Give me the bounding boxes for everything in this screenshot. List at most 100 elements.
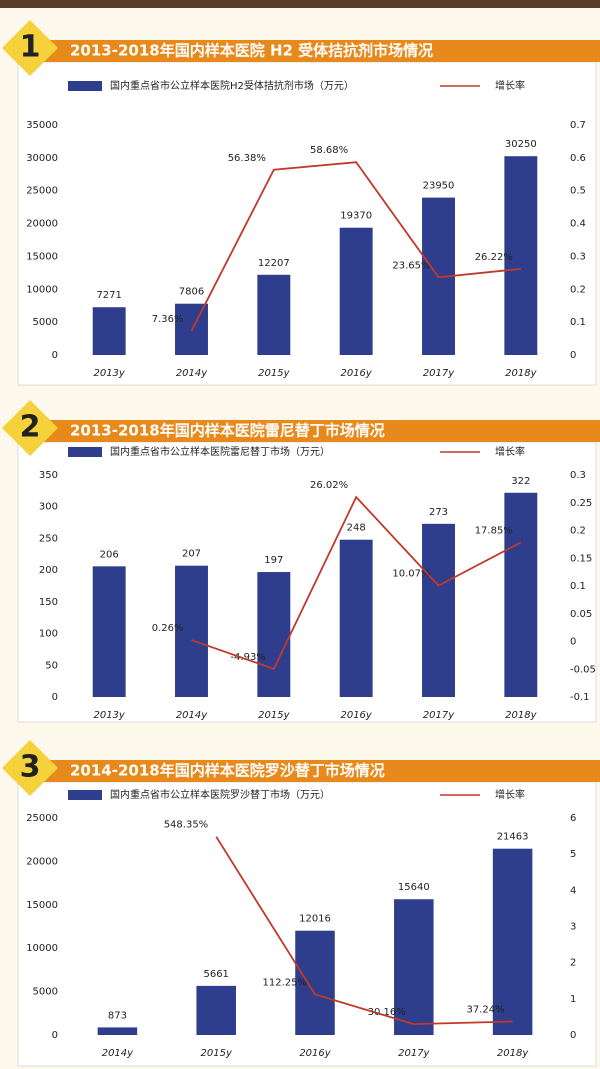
y-tick-label: 100 [39, 629, 58, 640]
header-band [20, 420, 600, 442]
line-value-label: 58.68% [310, 145, 348, 156]
bar [504, 156, 538, 355]
y-tick-label: 10000 [26, 284, 58, 295]
x-tick-label: 2014y [176, 368, 208, 379]
y-tick-label: 20000 [26, 219, 58, 230]
x-tick-label: 2017y [423, 710, 455, 721]
legend-swatch [68, 81, 102, 91]
y-tick-label: 250 [39, 533, 58, 544]
line-value-label: 37.24% [466, 1005, 504, 1016]
y-tick-label: 0 [52, 692, 58, 703]
line-value-label: 23.65% [392, 260, 430, 271]
y-tick-label: 0 [52, 350, 58, 361]
line-value-label: 17.85% [475, 525, 513, 536]
x-tick-label: 2016y [299, 1048, 331, 1059]
y2-tick-label: -0.1 [570, 692, 590, 703]
bar-value-label: 12016 [299, 914, 331, 925]
line-value-label: 0.26% [152, 623, 184, 634]
y2-tick-label: 4 [570, 885, 576, 896]
y2-tick-label: 0.2 [570, 284, 586, 295]
x-tick-label: 2013y [93, 710, 125, 721]
x-tick-label: 2016y [340, 710, 372, 721]
y-tick-label: 5000 [33, 317, 58, 328]
y2-tick-label: 0.5 [570, 186, 586, 197]
bar-value-label: 23950 [423, 181, 455, 192]
y2-tick-label: 0.15 [570, 553, 592, 564]
y2-tick-label: 0.1 [570, 581, 586, 592]
y-tick-label: 20000 [26, 856, 58, 867]
x-tick-label: 2018y [497, 1048, 529, 1059]
line-value-label: 26.22% [475, 252, 513, 263]
bar-value-label: 5661 [203, 969, 228, 980]
badge-shape [2, 400, 58, 456]
growth-line [191, 495, 522, 670]
line-value-label: 548.35% [164, 820, 209, 831]
x-tick-label: 2015y [258, 368, 290, 379]
badge-shape [2, 20, 58, 76]
badge: 1 [20, 30, 41, 65]
x-tick-label: 2014y [102, 1048, 134, 1059]
chart-title: 2013-2018年国内样本医院雷尼替丁市场情况 [70, 422, 385, 440]
bar-value-label: 19370 [340, 211, 372, 222]
legend-swatch [68, 790, 102, 800]
y-tick-label: 0 [52, 1030, 58, 1041]
bar-value-label: 12207 [258, 258, 290, 269]
y-tick-label: 200 [39, 565, 58, 576]
y2-tick-label: -0.05 [570, 664, 596, 675]
y-tick-label: 25000 [26, 813, 58, 824]
y-tick-label: 25000 [26, 186, 58, 197]
x-tick-label: 2015y [201, 1048, 233, 1059]
badge: 3 [20, 750, 41, 785]
y-tick-label: 30000 [26, 153, 58, 164]
legend-label: 增长率 [495, 788, 525, 801]
line-value-label: 112.25% [263, 977, 308, 988]
bar [339, 539, 373, 697]
bar [92, 566, 126, 697]
y2-tick-label: 0.7 [570, 120, 586, 131]
bar-value-label: 21463 [497, 832, 529, 843]
y2-tick-label: 0.05 [570, 609, 592, 620]
bar [92, 307, 126, 355]
growth-line [190, 161, 521, 332]
bar [257, 274, 291, 355]
bar-value-label: 207 [182, 549, 201, 560]
bar [257, 572, 291, 697]
bar [422, 523, 455, 697]
top-strip [0, 0, 600, 8]
y2-tick-label: 0 [570, 1030, 576, 1041]
bar-value-label: 30250 [505, 139, 537, 150]
y-tick-label: 300 [39, 502, 58, 513]
x-tick-label: 2017y [398, 1048, 430, 1059]
y2-tick-label: 0 [570, 350, 576, 361]
header-band [20, 760, 600, 782]
bar [504, 492, 538, 697]
y2-tick-label: 0.2 [570, 526, 586, 537]
y2-tick-label: 0.3 [570, 251, 586, 262]
y2-tick-label: 1 [570, 994, 576, 1005]
x-tick-label: 2018y [505, 710, 537, 721]
y2-tick-label: 0.3 [570, 470, 586, 481]
x-tick-label: 2018y [505, 368, 537, 379]
bar-value-label: 322 [511, 476, 530, 487]
line-value-label: 30.16% [368, 1007, 406, 1018]
bar-value-label: 197 [264, 555, 283, 566]
y2-tick-label: 2 [570, 958, 576, 969]
bar-value-label: 15640 [398, 882, 430, 893]
y-tick-label: 350 [39, 470, 58, 481]
legend-label: 国内重点省市公立样本医院H2受体拮抗剂市场（万元） [110, 79, 354, 92]
line-value-label: 7.36% [152, 314, 184, 325]
bar-value-label: 7806 [179, 287, 204, 298]
y-tick-label: 35000 [26, 120, 58, 131]
line-value-label: 26.02% [310, 480, 348, 491]
y-tick-label: 50 [45, 660, 58, 671]
bar [97, 1027, 138, 1035]
bar-value-label: 206 [100, 549, 119, 560]
y2-tick-label: 0.6 [570, 153, 586, 164]
x-tick-label: 2015y [258, 710, 290, 721]
y-tick-label: 15000 [26, 251, 58, 262]
chart-title: 2014-2018年国内样本医院罗沙替丁市场情况 [70, 762, 385, 780]
badge: 2 [20, 410, 41, 445]
line-value-label: -4.93% [230, 652, 265, 663]
y2-tick-label: 6 [570, 813, 576, 824]
